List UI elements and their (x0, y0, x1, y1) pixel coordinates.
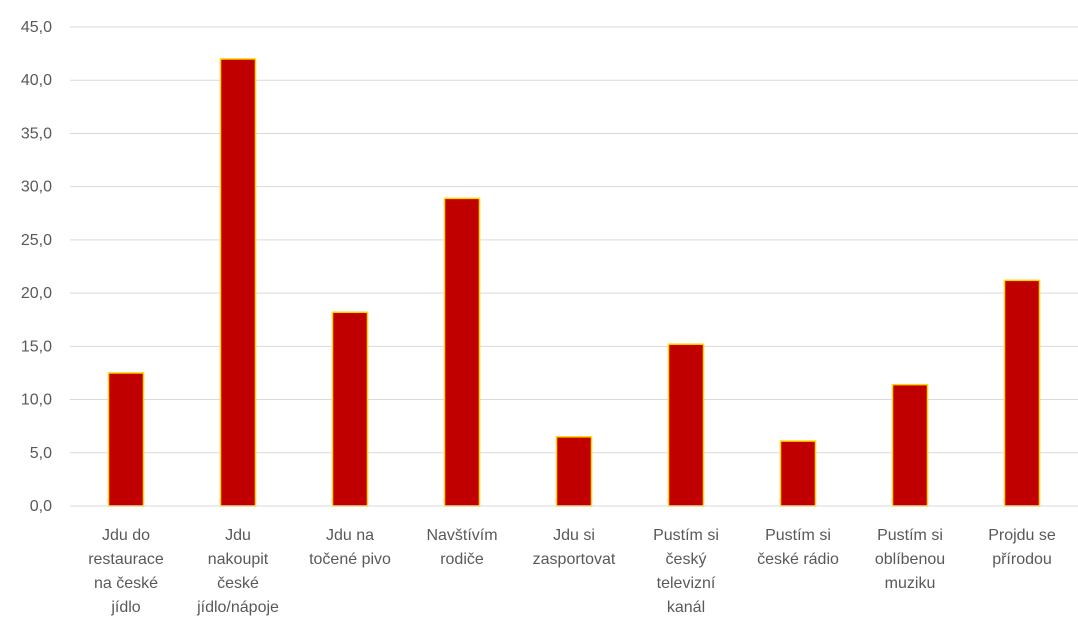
x-category-label-line: zasportovat (533, 551, 616, 568)
bar (555, 436, 593, 507)
bar (107, 372, 145, 507)
x-category-label-line: Pustím si (765, 527, 831, 544)
y-tick-label: 0,0 (30, 498, 52, 515)
x-category-label-line: restaurace (88, 551, 164, 568)
x-category-label-line: kanál (667, 599, 705, 616)
x-category-label-line: na české (94, 575, 158, 592)
x-category-label-line: český (666, 551, 707, 568)
bars (107, 58, 1041, 507)
x-category-label-line: Projdu se (988, 527, 1056, 544)
bar (891, 383, 929, 507)
x-category-label: Navštívím rodiče (426, 527, 497, 568)
x-category-label-line: Jdu si (553, 527, 595, 544)
x-category-label-line: Pustím si (653, 527, 719, 544)
x-category-label-line: muziku (885, 575, 936, 592)
x-category-label-line: jídlo (110, 599, 140, 616)
x-category-label-line: oblíbenou (875, 551, 945, 568)
x-category-label-line: televizní (657, 575, 716, 592)
x-category-label: Projdu se přírodou (988, 527, 1056, 568)
x-category-label-line: české rádio (757, 551, 839, 568)
x-category-label-line: nakoupit (208, 551, 269, 568)
bar (667, 343, 705, 507)
x-category-label-line: Jdu do (102, 527, 150, 544)
x-category-label: Jdu na točené pivo (309, 527, 391, 568)
x-category-label-line: Jdu na (326, 527, 374, 544)
x-category-label-line: Pustím si (877, 527, 943, 544)
x-category-label: Jdu si zasportovat (533, 527, 616, 568)
x-category-label-line: Navštívím (426, 527, 497, 544)
x-category-label: Pustím si český televizní kanál (653, 527, 719, 616)
y-tick-label: 45,0 (21, 19, 52, 36)
x-category-label-line: rodiče (440, 551, 484, 568)
y-tick-label: 20,0 (21, 285, 52, 302)
bar (1003, 279, 1041, 507)
y-tick-label: 35,0 (21, 125, 52, 142)
y-tick-label: 40,0 (21, 72, 52, 89)
y-axis: 0,0 5,0 10,0 15,0 20,0 25,0 30,0 35,0 40,0 45,0 (21, 19, 52, 515)
y-tick-label: 25,0 (21, 232, 52, 249)
y-tick-label: 30,0 (21, 179, 52, 196)
x-category-label: Jdu nakoupit české jídlo/nápoje (196, 527, 279, 616)
y-tick-label: 15,0 (21, 338, 52, 355)
y-tick-label: 10,0 (21, 392, 52, 409)
x-axis: Jdu do restaurace na české jídlo Jdu nakoupit… (88, 527, 1056, 616)
y-tick-label: 5,0 (30, 445, 52, 462)
x-category-label-line: přírodou (992, 551, 1052, 568)
x-category-label: Pustím si české rádio (757, 527, 839, 568)
bar (219, 58, 257, 507)
x-category-label: Jdu do restaurace na české jídlo (88, 527, 164, 616)
x-category-label-line: točené pivo (309, 551, 391, 568)
x-category-label-line: Jdu (225, 527, 251, 544)
bar (443, 197, 481, 507)
x-category-label: Pustím si oblíbenou muziku (875, 527, 945, 592)
bar (779, 440, 817, 507)
x-category-label-line: jídlo/nápoje (196, 599, 279, 616)
bar (331, 311, 369, 507)
x-category-label-line: české (217, 575, 259, 592)
